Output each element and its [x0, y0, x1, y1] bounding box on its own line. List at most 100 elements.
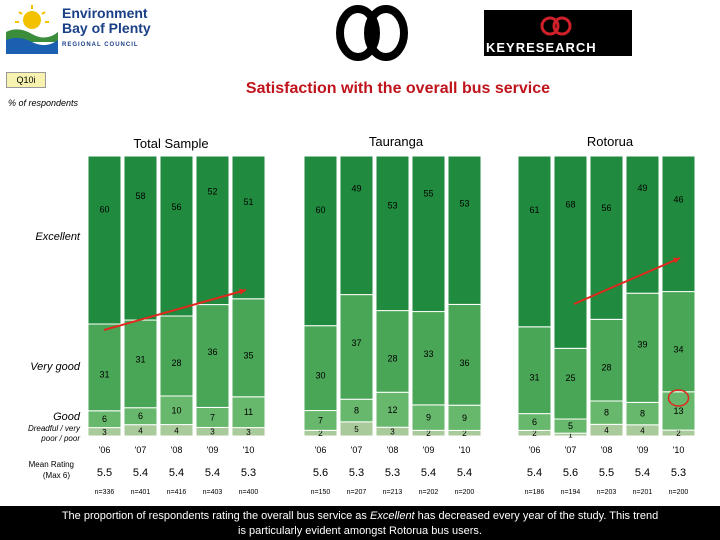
year-label: '09 [637, 445, 649, 455]
data-label-very-good: 31 [99, 370, 109, 380]
data-label-very-good: 28 [171, 358, 181, 368]
panel-title: Tauranga [369, 134, 424, 149]
mean-value: 5.4 [205, 467, 220, 479]
data-label-very-good: 34 [673, 345, 683, 355]
units-label: % of respondents [8, 98, 79, 108]
data-label-poor: 2 [426, 429, 431, 438]
year-label: '08 [387, 445, 399, 455]
bar-segment-very-good [123, 319, 158, 409]
year-label: '09 [207, 445, 219, 455]
bar-segment-very-good [589, 318, 624, 402]
bar-segment-excellent [589, 155, 624, 320]
bar-segment-excellent [517, 155, 552, 328]
bar-segment-very-good [517, 326, 552, 415]
year-label: '07 [135, 445, 147, 455]
sample-size: n=194 [561, 489, 581, 496]
data-label-poor: 4 [174, 426, 179, 435]
data-label-very-good: 30 [315, 370, 325, 380]
bar-segment-excellent [87, 155, 122, 325]
sample-size: n=203 [597, 489, 617, 496]
mean-rating-label: Mean Rating [29, 460, 74, 469]
category-label: poor / poor [40, 434, 80, 443]
bar-segment-good [231, 396, 266, 429]
mean-value: 5.3 [385, 467, 400, 479]
mean-rating-label: (Max 6) [43, 471, 70, 480]
bar-segment-very-good [625, 292, 660, 403]
chart-title: Satisfaction with the overall bus servic… [245, 80, 550, 97]
year-label: '06 [529, 445, 541, 455]
data-label-poor: 2 [532, 429, 537, 438]
bar-segment-excellent [159, 155, 194, 317]
data-label-good: 9 [462, 413, 467, 423]
data-label-poor: 3 [390, 428, 395, 437]
sample-size: n=213 [383, 489, 403, 496]
data-label-good: 6 [138, 411, 143, 421]
data-label-very-good: 36 [207, 347, 217, 357]
data-label-good: 9 [426, 413, 431, 423]
org-subtitle: REGIONAL COUNCIL [62, 42, 139, 48]
data-label-poor: 4 [138, 426, 143, 435]
brand-name: KEYRESEARCH [486, 40, 597, 55]
data-label-very-good: 28 [387, 354, 397, 364]
data-label-very-good: 36 [459, 358, 469, 368]
footer-text-a: The proportion of respondents rating the… [61, 510, 370, 522]
data-label-poor: 3 [246, 428, 251, 437]
data-label-very-good: 37 [351, 338, 361, 348]
footer-emphasis: Excellent [369, 510, 415, 522]
data-label-very-good: 39 [637, 339, 647, 349]
data-label-poor: 2 [462, 429, 467, 438]
data-label-excellent: 46 [673, 195, 683, 205]
trend-arrow-total [103, 289, 247, 331]
data-label-good: 11 [244, 407, 253, 417]
data-label-excellent: 60 [315, 205, 325, 215]
sample-size: n=401 [131, 489, 151, 496]
rings-logo [334, 4, 410, 62]
bar-segment-excellent [625, 155, 660, 294]
data-label-excellent: 56 [171, 202, 181, 212]
data-label-good: 5 [568, 421, 573, 431]
mean-value: 5.4 [527, 467, 542, 479]
data-label-good: 8 [640, 409, 645, 419]
keyresearch-logo [484, 10, 632, 56]
year-label: '06 [99, 445, 111, 455]
sample-size: n=200 [669, 489, 689, 496]
data-label-poor: 2 [676, 429, 681, 438]
mean-value: 5.6 [563, 467, 578, 479]
mean-value: 5.4 [457, 467, 472, 479]
mean-value: 5.4 [635, 467, 650, 479]
data-label-good: 7 [210, 412, 215, 422]
data-label-excellent: 51 [243, 197, 253, 207]
bar-segment-excellent [553, 155, 588, 349]
data-label-poor: 5 [354, 425, 359, 434]
mean-value: 5.4 [169, 467, 184, 479]
category-label: Good [53, 411, 81, 423]
mean-value: 5.4 [421, 467, 436, 479]
data-label-good: 8 [354, 406, 359, 416]
data-label-excellent: 55 [423, 189, 433, 199]
year-label: '06 [315, 445, 327, 455]
footer-line-2: is particularly evident amongst Rotorua … [238, 525, 482, 537]
bar-segment-good [447, 404, 482, 431]
mean-value: 5.5 [97, 467, 112, 479]
mean-value: 5.5 [599, 467, 614, 479]
category-label: Very good [30, 361, 81, 373]
bar-segment-excellent [231, 155, 266, 300]
bar-segment-excellent [339, 155, 374, 296]
sample-size: n=150 [311, 489, 331, 496]
data-label-excellent: 58 [135, 191, 145, 201]
data-label-excellent: 56 [601, 203, 611, 213]
bar-segment-very-good [661, 291, 696, 393]
year-label: '10 [459, 445, 471, 455]
bar-segment-very-good [303, 325, 338, 412]
bar-segment-excellent [195, 155, 230, 306]
year-label: '10 [673, 445, 685, 455]
sample-size: n=202 [419, 489, 439, 496]
bar-segment-very-good [195, 304, 230, 408]
bar-segment-very-good [447, 303, 482, 406]
bar-segment-excellent [411, 155, 446, 313]
data-label-poor: 4 [640, 426, 645, 435]
bar-segment-excellent [123, 155, 158, 321]
bar-segment-excellent [375, 155, 410, 312]
data-label-excellent: 60 [99, 204, 109, 214]
